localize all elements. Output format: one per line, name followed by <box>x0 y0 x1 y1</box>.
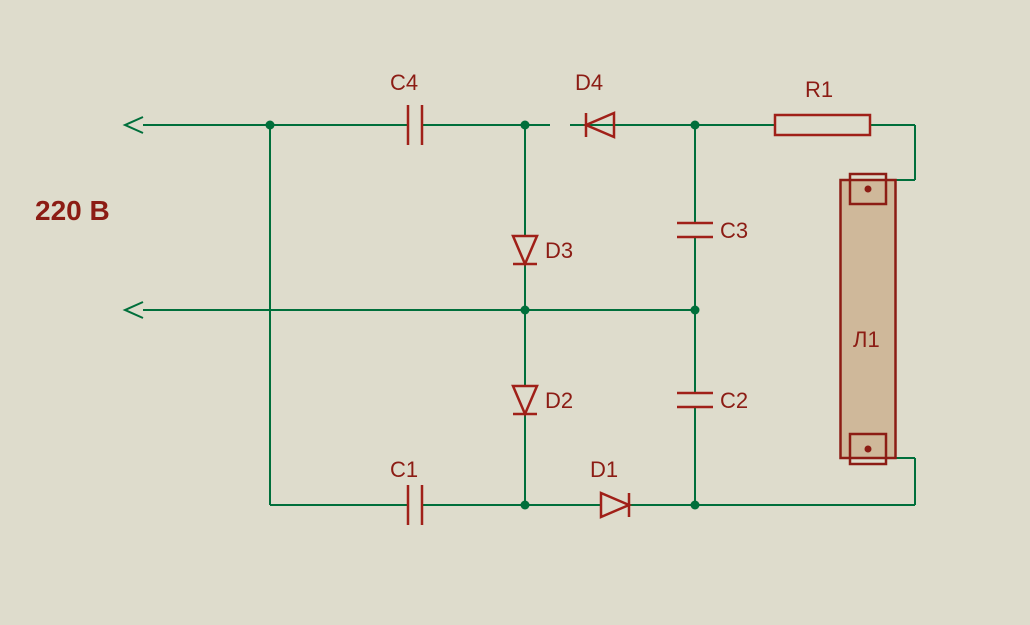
label-c2: C2 <box>720 388 748 413</box>
label-d3: D3 <box>545 238 573 263</box>
label-d2: D2 <box>545 388 573 413</box>
label-d1: D1 <box>590 457 618 482</box>
voltage-label: 220 В <box>35 195 110 226</box>
label-r1: R1 <box>805 77 833 102</box>
label-d4: D4 <box>575 70 603 95</box>
label-c3: C3 <box>720 218 748 243</box>
circuit-diagram: 220 В C4 D4 R1 D3 C3 D2 C2 C1 D1 Л1 <box>0 0 1030 625</box>
label-l1: Л1 <box>853 327 880 352</box>
label-c4: C4 <box>390 70 418 95</box>
lamp-body <box>841 180 896 458</box>
label-c1: C1 <box>390 457 418 482</box>
